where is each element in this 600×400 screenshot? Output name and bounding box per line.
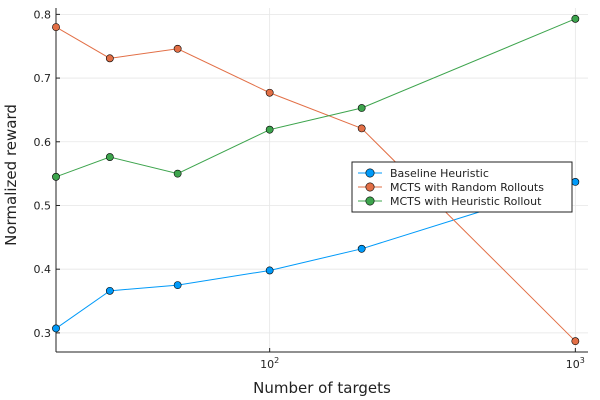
data-point bbox=[265, 266, 274, 275]
y-tick-label: 0.7 bbox=[34, 72, 52, 85]
data-point bbox=[265, 125, 274, 134]
data-point bbox=[52, 172, 60, 181]
y-tick-label: 0.6 bbox=[34, 136, 52, 149]
data-point bbox=[357, 104, 366, 112]
tick-labels: 0.3 0.4 0.5 0.6 0.7 0.8 102 103 bbox=[34, 8, 585, 371]
legend-marker bbox=[365, 196, 375, 206]
series-line bbox=[55, 18, 576, 178]
data-point bbox=[357, 124, 366, 133]
grid-lines bbox=[56, 8, 588, 352]
y-tick-label: 0.8 bbox=[34, 8, 52, 21]
series-3 bbox=[52, 14, 580, 181]
data-point bbox=[105, 286, 114, 295]
data-point bbox=[52, 23, 60, 32]
data-point bbox=[105, 54, 114, 63]
legend-label: Baseline Heuristic bbox=[390, 167, 489, 180]
series-line bbox=[55, 181, 576, 329]
data-point bbox=[105, 153, 114, 161]
data-point bbox=[173, 44, 182, 53]
legend-marker bbox=[365, 168, 375, 178]
y-axis-label: Normalized reward bbox=[2, 104, 20, 246]
legend-box bbox=[351, 161, 573, 213]
data-point bbox=[357, 244, 366, 253]
data-point bbox=[52, 324, 60, 333]
data-point bbox=[265, 88, 274, 97]
data-point bbox=[173, 169, 182, 178]
series-1 bbox=[52, 178, 580, 333]
legend-label: MCTS with Heuristic Rollout bbox=[390, 195, 542, 208]
y-tick-label: 0.5 bbox=[34, 199, 52, 212]
data-point bbox=[571, 14, 580, 23]
x-axis-label: Number of targets bbox=[253, 379, 391, 397]
legend-label: MCTS with Random Rollouts bbox=[390, 181, 544, 194]
data-point bbox=[173, 281, 182, 290]
data-point bbox=[571, 337, 580, 346]
y-tick-label: 0.4 bbox=[34, 263, 52, 276]
x-tick-label: 102 bbox=[260, 356, 279, 371]
legend-marker bbox=[365, 182, 375, 192]
y-tick-label: 0.3 bbox=[34, 327, 52, 340]
data-point bbox=[571, 178, 580, 186]
x-tick-label: 103 bbox=[566, 356, 585, 371]
